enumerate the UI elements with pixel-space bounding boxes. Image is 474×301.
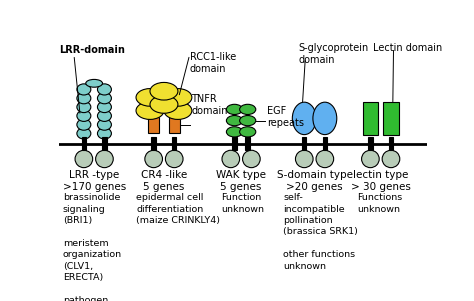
Bar — [389, 144, 393, 150]
Ellipse shape — [295, 150, 313, 168]
Bar — [152, 144, 156, 150]
Text: S-domain type
>20 genes: S-domain type >20 genes — [276, 170, 353, 191]
Ellipse shape — [77, 101, 91, 113]
Ellipse shape — [77, 93, 91, 104]
Circle shape — [150, 96, 178, 113]
Ellipse shape — [77, 110, 91, 121]
Ellipse shape — [98, 128, 111, 139]
Bar — [323, 137, 327, 144]
Ellipse shape — [86, 79, 102, 87]
Ellipse shape — [240, 104, 256, 114]
Circle shape — [164, 88, 192, 106]
Bar — [302, 144, 307, 150]
Ellipse shape — [96, 150, 113, 168]
Bar — [148, 117, 159, 133]
Ellipse shape — [240, 116, 256, 126]
Text: LRR-domain: LRR-domain — [59, 45, 125, 55]
Text: CR4 -like
5 genes: CR4 -like 5 genes — [141, 170, 187, 191]
Bar — [172, 144, 176, 150]
Bar — [169, 117, 180, 133]
Bar — [389, 137, 393, 144]
Text: TNFR
domain: TNFR domain — [191, 94, 228, 116]
Bar — [246, 144, 250, 150]
Ellipse shape — [98, 93, 111, 104]
Text: Lectin domain: Lectin domain — [374, 43, 443, 53]
Ellipse shape — [316, 150, 334, 168]
Bar — [232, 137, 237, 144]
Bar — [152, 137, 156, 144]
Text: WAK type
5 genes: WAK type 5 genes — [216, 170, 266, 191]
Text: epidermal cell
differentiation
(maize CRINKLY4): epidermal cell differentiation (maize CR… — [137, 193, 220, 225]
Ellipse shape — [382, 150, 400, 168]
Text: brassinolide
signaling
(BRI1)

meristem
organization
(CLV1,
ERECTA)

pathogen
de: brassinolide signaling (BRI1) meristem o… — [63, 193, 122, 301]
Bar — [82, 137, 86, 144]
Bar — [368, 144, 373, 150]
Circle shape — [150, 82, 178, 100]
Text: EGF
repeats: EGF repeats — [267, 106, 304, 128]
Bar — [172, 137, 176, 144]
Bar — [383, 102, 399, 135]
Ellipse shape — [362, 150, 379, 168]
Circle shape — [164, 102, 192, 119]
Ellipse shape — [165, 150, 183, 168]
Text: lectin type
> 30 genes: lectin type > 30 genes — [351, 170, 410, 191]
Text: Function
unknown: Function unknown — [221, 193, 264, 214]
Ellipse shape — [98, 101, 111, 113]
Ellipse shape — [98, 84, 111, 95]
Text: Functions
unknown: Functions unknown — [357, 193, 402, 214]
Ellipse shape — [243, 150, 260, 168]
Circle shape — [136, 102, 164, 119]
Text: self-
incompatible
pollination
(brassica SRK1)

other functions
unknown: self- incompatible pollination (brassica… — [283, 193, 358, 271]
Ellipse shape — [98, 119, 111, 130]
Bar — [82, 144, 86, 150]
Text: RCC1-like
domain: RCC1-like domain — [190, 52, 236, 74]
Ellipse shape — [222, 150, 240, 168]
Text: LRR -type
>170 genes: LRR -type >170 genes — [63, 170, 126, 191]
Bar — [323, 144, 327, 150]
Bar — [302, 137, 307, 144]
Bar — [368, 137, 373, 144]
Ellipse shape — [75, 150, 93, 168]
Ellipse shape — [313, 102, 337, 135]
Ellipse shape — [292, 102, 316, 135]
Bar — [232, 144, 237, 150]
Ellipse shape — [227, 127, 243, 137]
Ellipse shape — [227, 116, 243, 126]
Ellipse shape — [77, 84, 91, 95]
Bar — [102, 144, 107, 150]
Circle shape — [136, 88, 164, 106]
Ellipse shape — [145, 150, 163, 168]
Bar — [363, 102, 378, 135]
Bar — [246, 137, 250, 144]
Ellipse shape — [227, 104, 243, 114]
Bar — [102, 137, 107, 144]
Ellipse shape — [98, 110, 111, 121]
Ellipse shape — [77, 128, 91, 139]
Ellipse shape — [240, 127, 256, 137]
Text: S-glycoprotein
domain: S-glycoprotein domain — [298, 43, 368, 65]
Ellipse shape — [77, 119, 91, 130]
